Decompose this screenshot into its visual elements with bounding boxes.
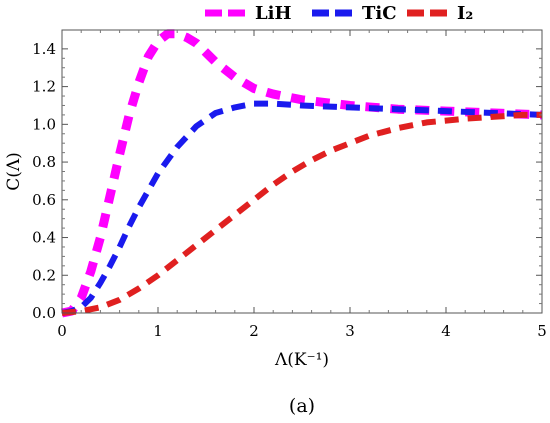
x-tick-label: 5 [537, 322, 547, 340]
x-axis-label: Λ(K⁻¹) [274, 350, 329, 370]
series-line-2 [61, 111, 542, 316]
x-axis-ticks: 0 1 2 3 4 5 [57, 30, 547, 340]
series-line-0 [61, 29, 543, 318]
legend-label-2: I₂ [457, 3, 473, 24]
x-tick-label: 0 [57, 322, 67, 340]
legend-label-0: LiH [255, 3, 292, 24]
y-tick-label: 1.0 [32, 115, 56, 133]
x-tick-label: 1 [153, 322, 163, 340]
y-tick-label: 1.4 [32, 40, 56, 58]
legend-label-1: TiC [362, 3, 397, 24]
y-tick-label: 0.6 [32, 191, 56, 209]
x-tick-label: 4 [441, 322, 451, 340]
plot-frame [61, 29, 543, 314]
y-tick-label: 1.2 [32, 78, 56, 96]
y-tick-label: 0.0 [32, 304, 56, 322]
y-tick-label: 0.8 [32, 153, 56, 171]
plot-lines [61, 29, 543, 318]
x-tick-label: 3 [345, 322, 355, 340]
y-tick-label: 0.2 [32, 266, 56, 284]
y-axis-ticks: 0.0 0.2 0.4 0.6 0.8 1.0 1.2 1.4 [32, 40, 542, 322]
plot-border [61, 29, 543, 314]
y-axis-label: C(Λ) [4, 152, 24, 191]
y-tick-label: 0.4 [32, 229, 56, 247]
legend: LiH TiC I₂ [205, 3, 473, 24]
figure-caption: (a) [289, 395, 315, 417]
series-line-1 [61, 100, 543, 316]
x-tick-label: 2 [249, 322, 259, 340]
